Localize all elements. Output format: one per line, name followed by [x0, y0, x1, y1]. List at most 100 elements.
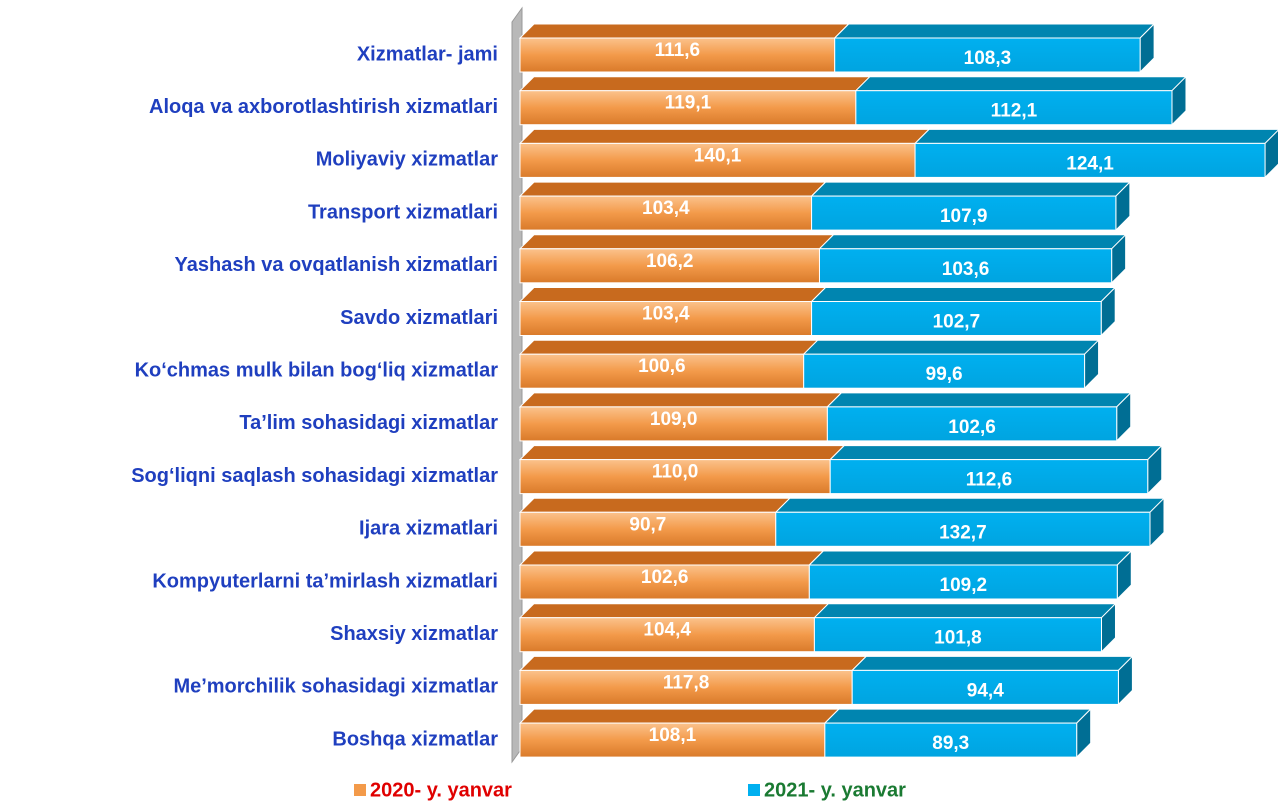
value-label: 102,7: [933, 312, 981, 333]
bar-top: [518, 339, 819, 355]
bar-top: [808, 550, 1133, 566]
bar: [808, 564, 1118, 600]
value-label: 124,1: [1066, 153, 1114, 174]
bar-top: [913, 128, 1278, 144]
value-label: 112,6: [966, 470, 1013, 491]
bar: [519, 353, 805, 389]
bar-top: [518, 181, 827, 197]
category-label: Xizmatlar- jami: [357, 43, 498, 65]
bar: [519, 142, 916, 178]
bar-top: [518, 655, 868, 671]
value-label: 94,4: [967, 680, 1004, 701]
bar: [519, 511, 777, 547]
value-label: 111,6: [655, 40, 700, 61]
bar-top: [828, 445, 1163, 461]
bar: [519, 248, 820, 284]
bar: [803, 353, 1086, 389]
bar-top: [850, 655, 1134, 671]
bar: [775, 511, 1151, 547]
value-label: 89,3: [932, 733, 969, 754]
legend-label: 2021- y. yanvar: [764, 779, 906, 801]
value-label: 140,1: [694, 145, 742, 166]
category-label: Me’morchilik sohasidagi xizmatlar: [173, 676, 498, 698]
bar: [834, 37, 1141, 73]
bar-top: [823, 708, 1092, 724]
value-label: 117,8: [663, 672, 710, 693]
bar: [818, 248, 1113, 284]
category-label: Ijara xizmatlari: [359, 518, 498, 540]
bar-top: [810, 287, 1117, 302]
bar-top: [518, 128, 931, 144]
value-label: 102,6: [948, 417, 996, 438]
bar: [519, 617, 815, 653]
bar: [519, 301, 813, 336]
value-label: 112,1: [991, 101, 1038, 122]
value-label: 132,7: [939, 522, 987, 543]
bar-top: [802, 339, 1100, 355]
bar: [811, 195, 1117, 231]
category-label: Boshqa xizmatlar: [332, 728, 498, 750]
value-label: 110,0: [652, 462, 699, 483]
bar: [519, 459, 831, 495]
value-label: 107,9: [940, 206, 988, 227]
value-label: 101,8: [934, 628, 982, 649]
bar-top: [813, 603, 1117, 619]
legend-label: 2020- y. yanvar: [370, 779, 512, 801]
category-label: Kompyuterlarni ta’mirlash xizmatlari: [152, 570, 498, 592]
value-label: 109,0: [650, 409, 698, 430]
bar-top: [518, 76, 872, 92]
value-label: 104,4: [643, 620, 691, 641]
bar: [811, 301, 1102, 336]
bar-top: [854, 76, 1188, 92]
bar-top: [518, 550, 825, 566]
bar-top: [518, 445, 846, 461]
category-label: Sog‘liqni saqlash sohasidagi xizmatlar: [131, 465, 498, 487]
bar-top: [518, 497, 791, 513]
bar: [829, 459, 1149, 495]
value-label: 108,1: [649, 725, 697, 746]
bar-top: [774, 497, 1166, 513]
bar-top: [518, 392, 843, 408]
bar: [519, 722, 826, 758]
value-label: 103,4: [642, 198, 690, 219]
bar-top: [518, 23, 850, 39]
bar-top: [518, 603, 830, 619]
category-label: Savdo xizmatlari: [340, 307, 498, 329]
value-label: 102,6: [641, 567, 689, 588]
bar: [813, 617, 1102, 653]
bar: [519, 406, 828, 442]
bar-top: [833, 23, 1156, 39]
bar-top: [518, 234, 835, 250]
bar-top: [826, 392, 1132, 408]
bar-top: [810, 181, 1132, 197]
value-label: 106,2: [646, 251, 694, 272]
legend-swatch: [354, 784, 366, 796]
value-label: 100,6: [638, 356, 686, 377]
bar-top: [518, 708, 841, 724]
bar-top: [818, 234, 1127, 250]
value-label: 103,6: [942, 259, 990, 280]
category-label: Moliyaviy xizmatlar: [316, 149, 499, 171]
bar: [824, 722, 1078, 758]
category-label: Transport xizmatlari: [308, 201, 498, 223]
legend-swatch: [748, 784, 760, 796]
bar: [519, 669, 853, 705]
bar: [851, 669, 1119, 705]
value-label: 90,7: [629, 514, 666, 535]
bar: [855, 90, 1173, 126]
bar: [826, 406, 1118, 442]
value-label: 119,1: [665, 93, 712, 114]
value-label: 99,6: [926, 364, 963, 385]
category-label: Ta’lim sohasidagi xizmatlar: [239, 412, 498, 434]
category-label: Yashash va ovqatlanish xizmatlari: [175, 254, 498, 276]
category-label: Shaxsiy xizmatlar: [330, 623, 498, 645]
category-label: Aloqa va axborotlashtirish xizmatlari: [149, 96, 498, 118]
bar: [519, 37, 836, 73]
value-label: 103,4: [642, 304, 690, 325]
category-label: Ko‘chmas mulk bilan bog‘liq xizmatlar: [135, 359, 499, 381]
value-label: 109,2: [940, 575, 988, 596]
bar-top: [518, 287, 827, 302]
bar: [914, 142, 1266, 178]
value-label: 108,3: [964, 48, 1012, 69]
